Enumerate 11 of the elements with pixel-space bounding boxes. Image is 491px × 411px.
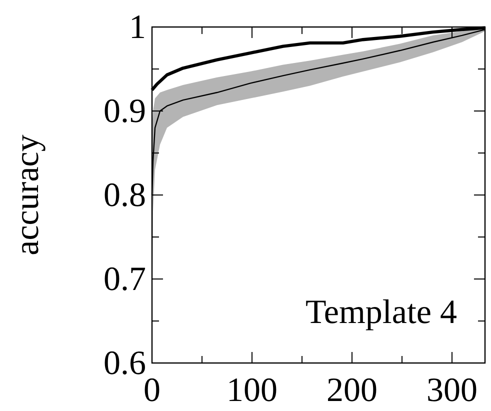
y-axis-title: accuracy: [9, 134, 46, 256]
y-tick-label: 0.9: [104, 93, 146, 130]
annotation: Template 4: [305, 294, 457, 331]
y-tick-label: 0.6: [104, 345, 146, 382]
x-tick-label: 200: [326, 372, 378, 409]
x-tick-label: 0: [144, 372, 160, 409]
y-tick-label: 0.8: [104, 177, 146, 214]
y-tick-label: 0.7: [104, 261, 146, 298]
x-tick-label: 300: [426, 372, 478, 409]
x-tick-label: 100: [226, 372, 278, 409]
y-tick-label: 1: [129, 9, 146, 46]
